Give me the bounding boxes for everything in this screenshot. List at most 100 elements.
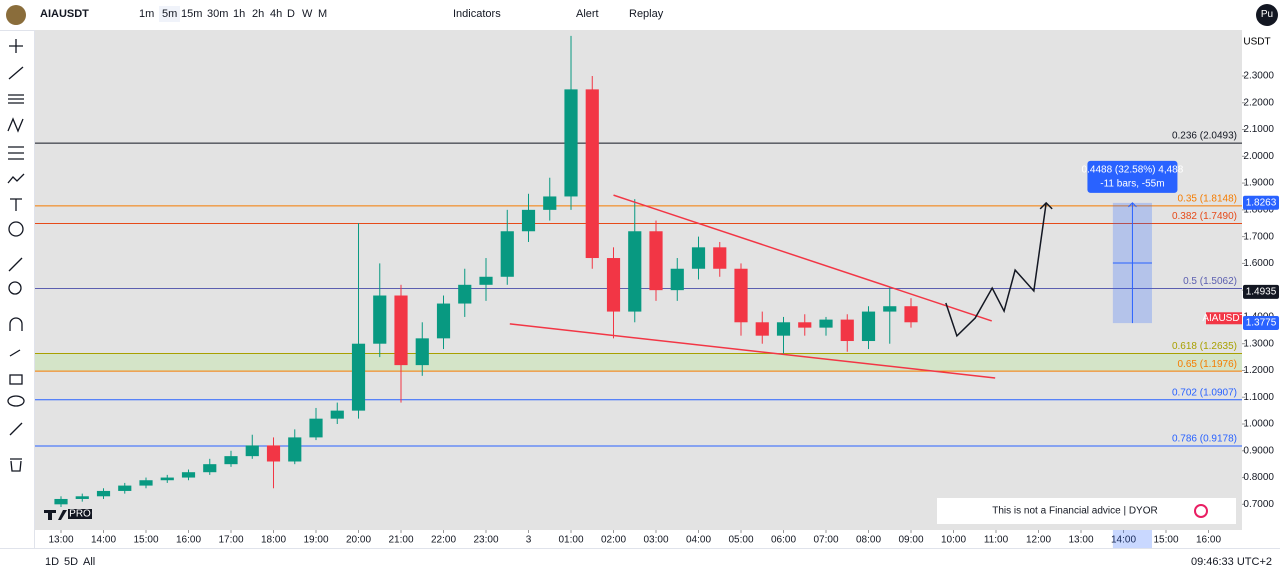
tool-eye[interactable]: [7, 395, 25, 407]
x-tick-label: 17:00: [218, 535, 243, 546]
x-tick-label: 14:00: [1111, 535, 1136, 546]
logo-badge: [68, 509, 92, 519]
symbol[interactable]: AIAUSDT: [40, 8, 89, 20]
tool-lock-draw[interactable]: [9, 349, 21, 357]
y-tick-label: 1.9000: [1243, 178, 1274, 189]
tool-magnet[interactable]: [9, 317, 23, 331]
x-tick-label: 09:00: [898, 535, 923, 546]
tool-fib[interactable]: [8, 94, 24, 104]
interval[interactable]: 1m: [139, 8, 155, 20]
y-tick-label: 2.2000: [1243, 97, 1274, 108]
tool-trash[interactable]: [10, 458, 22, 472]
candle-body: [904, 306, 918, 323]
x-tick-label: 12:00: [1026, 535, 1051, 546]
candle-body: [691, 247, 706, 269]
tool-link[interactable]: [9, 422, 23, 436]
disclaimer-box: [937, 498, 1236, 524]
x-tick-label: 02:00: [601, 535, 626, 546]
clock: 09:46:33 UTC+2: [1190, 556, 1272, 568]
tool-lock[interactable]: [9, 374, 23, 385]
x-tick-label: 07:00: [813, 535, 838, 546]
x-tick-label: 23:00: [473, 535, 498, 546]
interval[interactable]: 30m: [207, 8, 229, 20]
candle-body: [351, 343, 366, 411]
interval[interactable]: 15m: [181, 8, 203, 20]
range[interactable]: 1D: [45, 556, 60, 568]
interval[interactable]: 4h: [270, 8, 283, 20]
candle-body: [118, 485, 132, 491]
interval[interactable]: 2h: [252, 8, 265, 20]
candle-body: [798, 322, 812, 328]
interval[interactable]: 5m: [159, 6, 181, 22]
candle-body: [160, 477, 174, 481]
range[interactable]: 5D: [64, 556, 79, 568]
x-tick-label: 10:00: [941, 535, 966, 546]
x-tick-label: 16:00: [176, 535, 201, 546]
replay-button[interactable]: Replay: [629, 8, 664, 20]
candle-body: [840, 319, 854, 342]
y-tick-label: 2.0000: [1243, 151, 1274, 162]
candle-body: [500, 231, 514, 277]
measure-label: 0.4488 (32.58%) 4,488: [1082, 165, 1184, 176]
avatar[interactable]: [6, 5, 26, 25]
projection-arrowhead: [1039, 201, 1053, 210]
candle-body: [139, 480, 153, 486]
interval[interactable]: W: [302, 8, 313, 20]
x-tick-label: 08:00: [856, 535, 881, 546]
tool-text[interactable]: [10, 198, 22, 211]
tool-projection[interactable]: [8, 146, 24, 160]
measure-arrowhead: [1128, 202, 1137, 208]
trendline: [613, 194, 992, 322]
candle-body: [415, 338, 429, 366]
tool-brush[interactable]: [7, 173, 25, 184]
interval[interactable]: 1h: [233, 8, 246, 20]
x-tick-label: 03:00: [643, 535, 668, 546]
candle-body: [670, 268, 684, 291]
candle-body: [564, 89, 578, 197]
candle-body: [649, 231, 663, 291]
interval[interactable]: D: [287, 8, 295, 20]
candle-body: [288, 437, 302, 462]
candle-body: [54, 498, 68, 505]
x-tick-label: 06:00: [771, 535, 796, 546]
alert-button[interactable]: Alert: [576, 8, 599, 20]
fib-label: 0.618 (1.2635): [1172, 341, 1237, 352]
user-button[interactable]: Pu: [1256, 4, 1278, 26]
y-tick-label: 0.8000: [1243, 472, 1274, 483]
indicators-button[interactable]: Indicators: [453, 8, 501, 20]
x-tick-label: 15:00: [1153, 535, 1178, 546]
candle-body: [203, 464, 217, 473]
candle-body: [883, 306, 897, 312]
range[interactable]: All: [83, 556, 96, 568]
price-tag-label: 1.4935: [1246, 287, 1277, 298]
time-axis: [35, 530, 1242, 548]
top-toolbar: AIAUSDT 1m 5m 15m 30m 1h 2h 4h D W M Indicators A…: [0, 0, 1280, 31]
tool-zoom[interactable]: [8, 281, 22, 295]
y-tick-label: 1.7000: [1243, 231, 1274, 242]
logo-mark: [44, 510, 67, 520]
tool-pattern[interactable]: [7, 117, 24, 133]
price-tag: [1243, 195, 1279, 210]
candle-body: [436, 303, 451, 339]
y-tick-label: 0.7000: [1243, 499, 1274, 510]
y-tick-label: 1.2000: [1243, 365, 1274, 376]
y-tick-label: 0.9000: [1243, 445, 1274, 456]
tool-line[interactable]: [8, 66, 24, 80]
candle-body: [96, 490, 111, 497]
x-tick-label: 05:00: [728, 535, 753, 546]
candle-body: [373, 295, 387, 344]
x-tick-label: 3: [526, 535, 532, 546]
left-toolbar: [0, 31, 35, 548]
tool-emoji[interactable]: [8, 221, 24, 237]
x-tick-label: 19:00: [303, 535, 328, 546]
candle-body: [861, 311, 876, 342]
y-tick-label: 1.0000: [1243, 419, 1274, 430]
candle-body: [521, 209, 536, 232]
x-tick-label: 13:00: [1068, 535, 1093, 546]
tool-ruler[interactable]: [8, 257, 23, 272]
tool-cross[interactable]: [9, 39, 23, 53]
bottom-bar: 1D 5D All 09:46:33 UTC+2: [0, 548, 1280, 574]
interval[interactable]: M: [318, 8, 328, 20]
